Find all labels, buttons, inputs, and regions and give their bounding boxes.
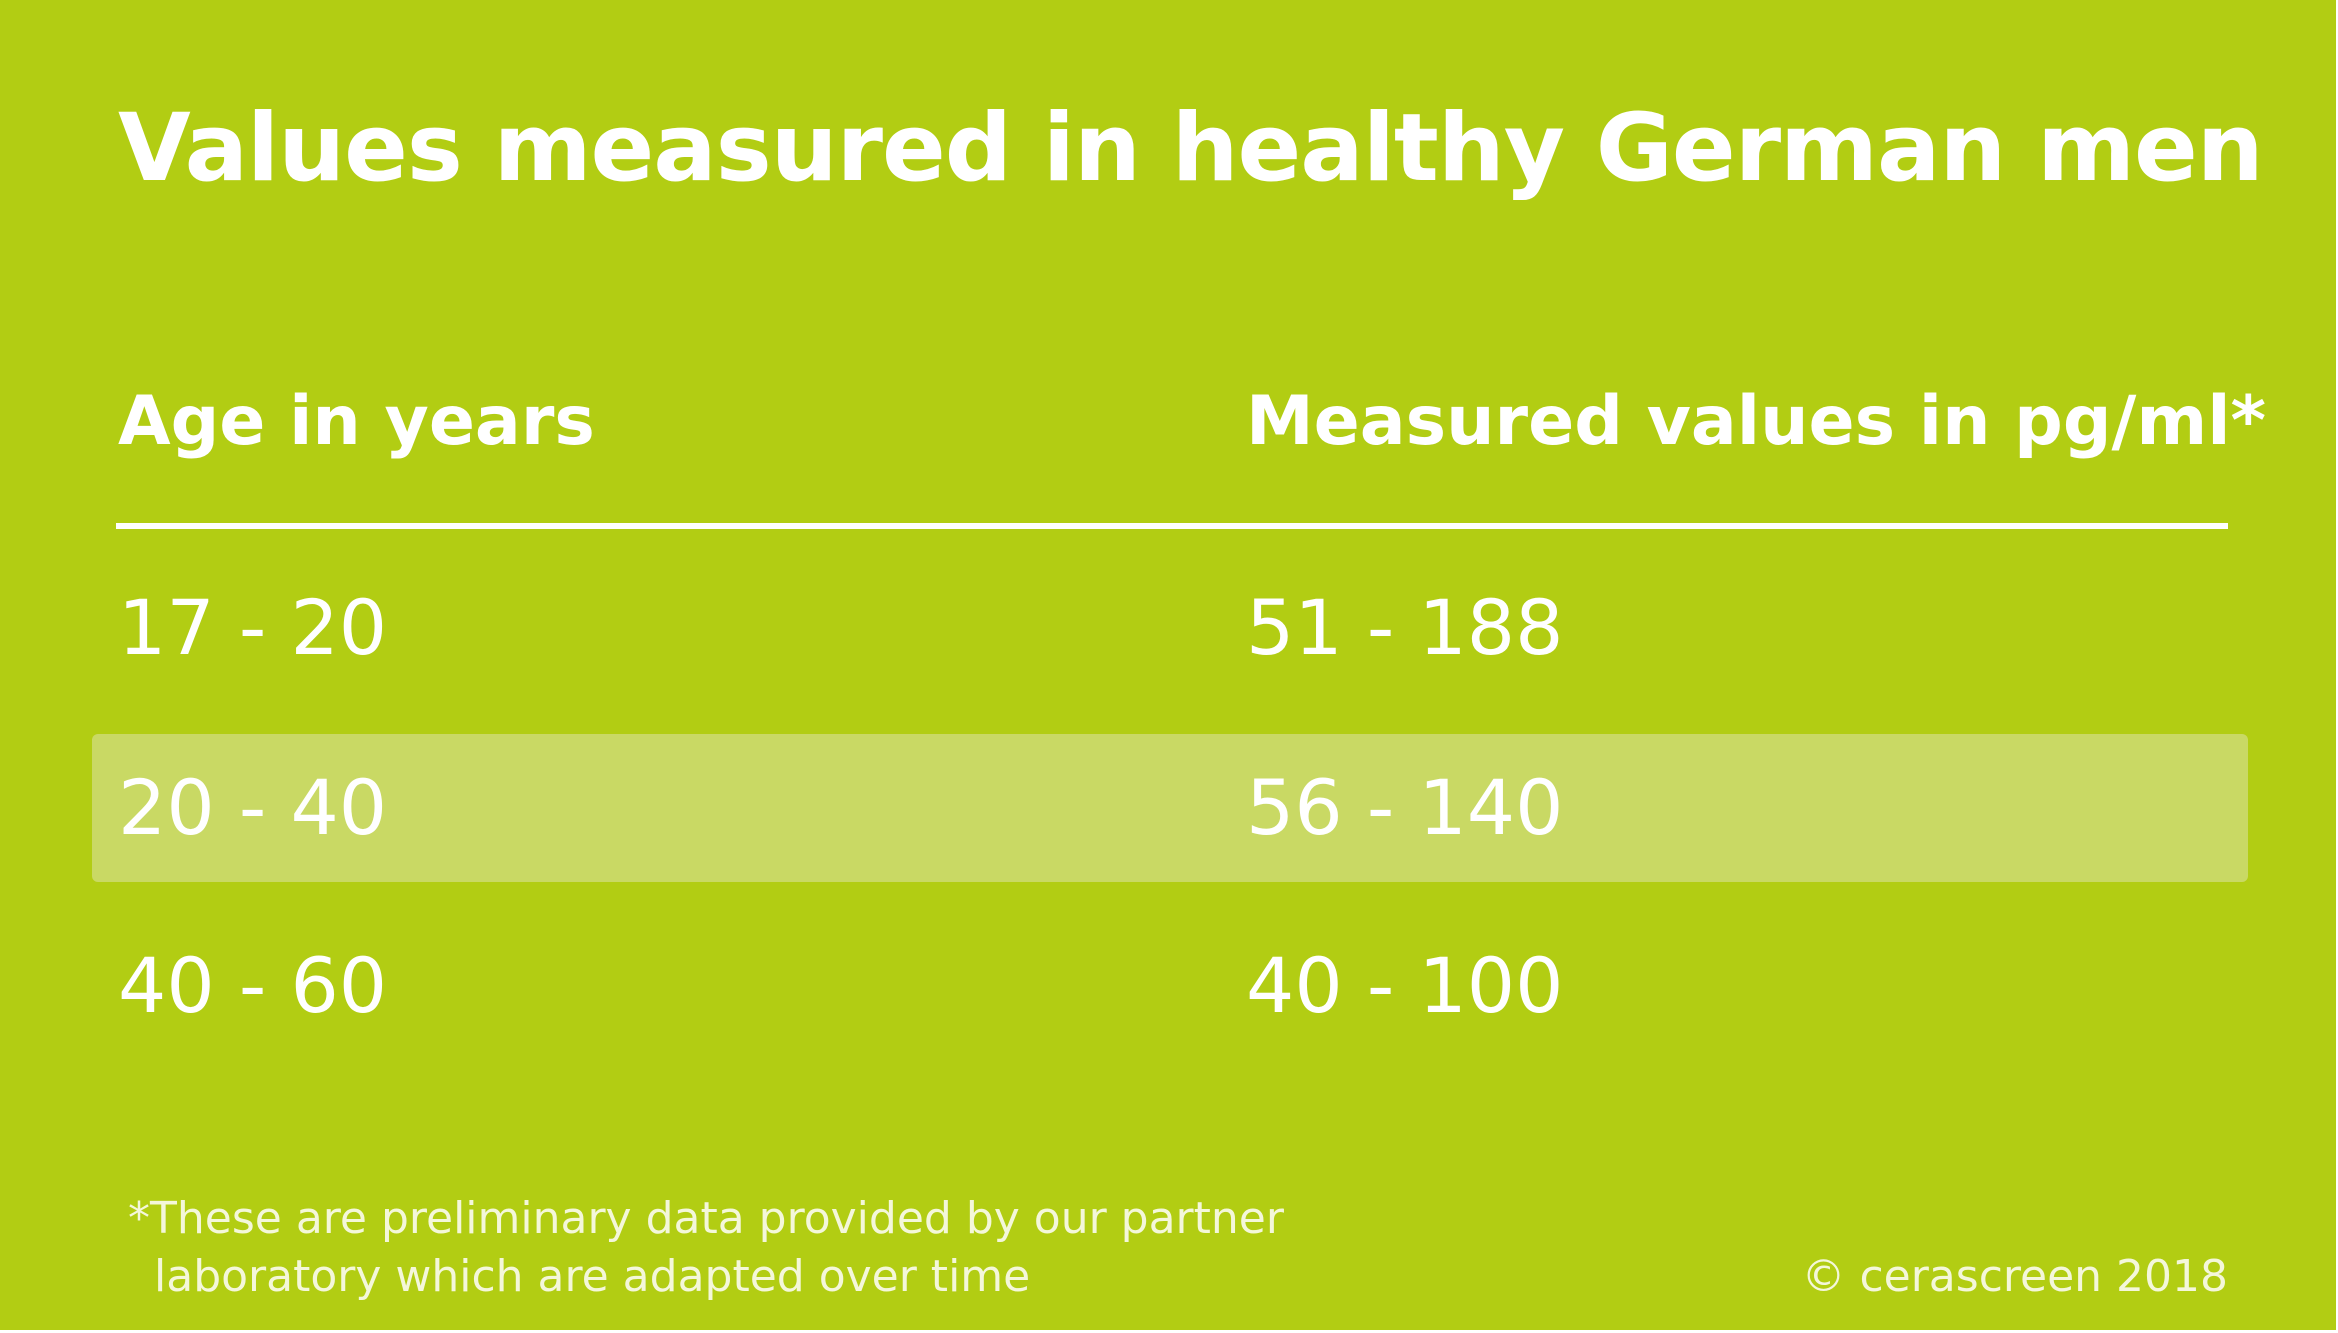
column-header-measured-values: Measured values in pg/ml* (1246, 382, 2267, 461)
measured-value-cell: 51 - 188 (1246, 583, 1564, 672)
column-header-age: Age in years (118, 382, 595, 461)
table-row: 17 - 20 51 - 188 (92, 554, 2248, 702)
page-title: Values measured in healthy German men (118, 94, 2264, 203)
copyright-notice: © cerascreen 2018 (1801, 1251, 2228, 1302)
age-range-cell: 17 - 20 (118, 583, 388, 672)
header-divider (116, 523, 2228, 529)
footnote: *These are preliminary data provided by … (128, 1190, 1284, 1306)
footnote-line-1: *These are preliminary data provided by … (128, 1193, 1284, 1244)
table-row-highlighted: 20 - 40 56 - 140 (92, 734, 2248, 882)
measured-value-cell: 56 - 140 (1246, 763, 1564, 852)
age-range-cell: 40 - 60 (118, 941, 388, 1030)
table-row: 40 - 60 40 - 100 (92, 912, 2248, 1060)
age-range-cell: 20 - 40 (118, 763, 388, 852)
footnote-line-2: laboratory which are adapted over time (154, 1251, 1031, 1302)
measured-value-cell: 40 - 100 (1246, 941, 1564, 1030)
